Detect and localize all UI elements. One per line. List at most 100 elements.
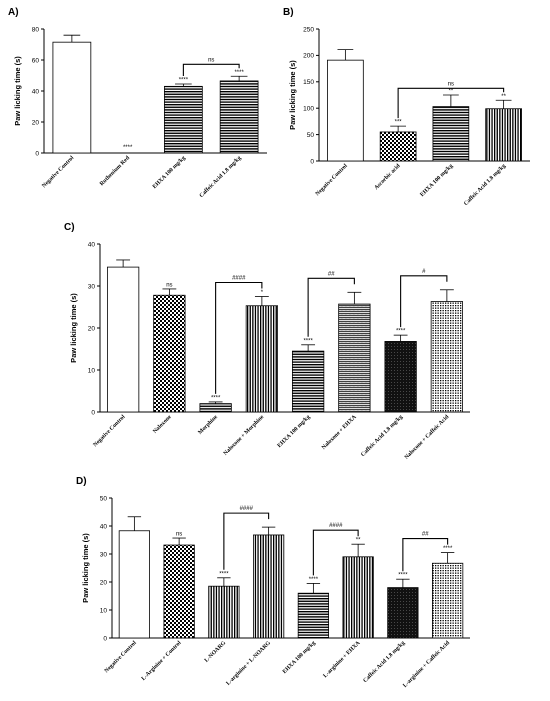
category-label: L-NOARG <box>204 640 228 664</box>
category-label: Caffeic Acid 1.8 mg/kg <box>463 163 507 207</box>
category-label: Caffeic Acid 1.8 mg/kg <box>362 640 406 684</box>
y-axis-title: Paw licking time (s) <box>69 293 78 363</box>
y-tick-label: 30 <box>88 283 96 290</box>
panel-a: A) 0 20 40 60 80 Paw licking time (s) Negative … <box>8 7 267 199</box>
significance-label: **** <box>219 571 229 577</box>
category-label: Ascorbic acid <box>373 163 402 192</box>
category-label: L-arginine + EHXA <box>322 640 362 680</box>
y-tick-label: 0 <box>35 150 39 157</box>
comparison-label: # <box>422 269 426 275</box>
bar <box>338 303 371 413</box>
bar <box>379 131 417 162</box>
panel-d: D) 0 10 20 30 40 50 Paw licking time (s) Negativ… <box>76 476 470 689</box>
comparison-bracket <box>397 87 505 119</box>
category-label: Naloxone + Caffeic Acid <box>404 414 451 461</box>
bar <box>387 587 419 639</box>
significance-label: **** <box>396 329 406 335</box>
comparison-label: #### <box>329 523 343 529</box>
significance-label: **** <box>179 78 189 84</box>
y-tick-label: 250 <box>303 26 314 33</box>
significance-label: ** <box>356 538 361 544</box>
panel-label: D) <box>76 476 87 487</box>
comparison-label: #### <box>240 506 254 512</box>
comparison-bracket <box>215 281 263 394</box>
significance-label: **** <box>303 338 313 344</box>
significance-label: **** <box>398 573 408 579</box>
panel-label: B) <box>283 7 294 18</box>
y-tick-label: 50 <box>307 132 315 139</box>
y-tick-label: 0 <box>91 409 95 416</box>
significance-label: ** <box>449 89 454 95</box>
significance-label: ns <box>176 532 182 538</box>
y-axis-title: Paw licking time (s) <box>288 60 297 130</box>
panel-label: A) <box>8 7 19 18</box>
bar <box>164 85 203 154</box>
category-label: Naloxone + EHXA <box>321 414 358 451</box>
bar <box>107 266 140 413</box>
comparison-label: ns <box>448 81 454 87</box>
y-tick-label: 100 <box>303 106 314 113</box>
bar <box>253 534 285 639</box>
category-label: Naloxone + Morphine <box>223 414 266 457</box>
category-label: EHXA 100 mg/kg <box>419 163 454 198</box>
category-label: L-Arginine + Control <box>141 640 183 682</box>
y-tick-label: 200 <box>303 53 314 60</box>
y-tick-label: 30 <box>100 551 108 558</box>
comparison-bracket <box>400 275 448 328</box>
bar <box>52 41 92 154</box>
category-label: Caffeic Acid 1.8 mg/kg <box>199 155 243 199</box>
bar <box>153 294 186 413</box>
comparison-bracket <box>223 512 270 570</box>
bar <box>219 80 259 154</box>
category-label: L-arginine + Caffeic Acid <box>402 640 451 689</box>
comparison-label: ns <box>208 57 214 63</box>
y-tick-label: 150 <box>303 79 314 86</box>
bar <box>163 544 195 639</box>
comparison-label: #### <box>232 276 246 282</box>
significance-label: **** <box>123 145 133 151</box>
y-tick-label: 60 <box>32 57 40 64</box>
y-tick-label: 40 <box>32 88 40 95</box>
y-tick-label: 0 <box>310 158 314 165</box>
significance-label: *** <box>395 120 403 126</box>
bar <box>384 341 417 413</box>
bar <box>297 592 329 639</box>
panel-b: B) 0 50 100 150 200 250 Paw licking time (s) Neg… <box>283 7 530 207</box>
bar <box>327 59 364 162</box>
comparison-label: ## <box>328 271 335 277</box>
category-label: Naloxone <box>152 414 173 435</box>
category-label: L-arginine + L-NOARG <box>225 640 272 687</box>
category-label: EHXA 100 mg/kg <box>282 640 317 675</box>
significance-label: **** <box>443 546 453 552</box>
bar <box>208 585 240 639</box>
bar <box>291 350 325 413</box>
y-tick-label: 20 <box>100 579 108 586</box>
category-label: Morphine <box>197 414 219 436</box>
category-label: EHXA 100 mg/kg <box>152 155 187 190</box>
category-label: Ruthenium Red <box>99 155 132 188</box>
bar <box>118 530 150 639</box>
category-label: Negative Control <box>41 155 75 189</box>
category-label: Caffeic Acid 1.8 mg/kg <box>360 414 404 458</box>
y-tick-label: 10 <box>88 367 96 374</box>
significance-label: * <box>261 290 264 296</box>
category-label: Negative Control <box>315 163 349 197</box>
category-label: EHXA 100 mg/kg <box>277 414 312 449</box>
y-tick-label: 50 <box>100 495 108 502</box>
category-label: Negative Control <box>92 414 126 448</box>
y-tick-label: 40 <box>88 241 96 248</box>
bar <box>342 556 374 639</box>
comparison-bracket <box>307 277 355 337</box>
y-tick-label: 80 <box>32 26 40 33</box>
bar <box>432 106 470 162</box>
y-tick-label: 0 <box>103 635 107 642</box>
comparison-bracket <box>182 63 240 77</box>
bar <box>430 301 463 413</box>
significance-label: **** <box>309 577 319 583</box>
panel-c: C) 0 10 20 30 40 Paw licking time (s) Negative … <box>64 222 470 461</box>
category-label: Negative Control <box>104 640 138 674</box>
bar <box>485 108 522 162</box>
y-tick-label: 40 <box>100 523 108 530</box>
significance-label: ** <box>501 94 506 100</box>
